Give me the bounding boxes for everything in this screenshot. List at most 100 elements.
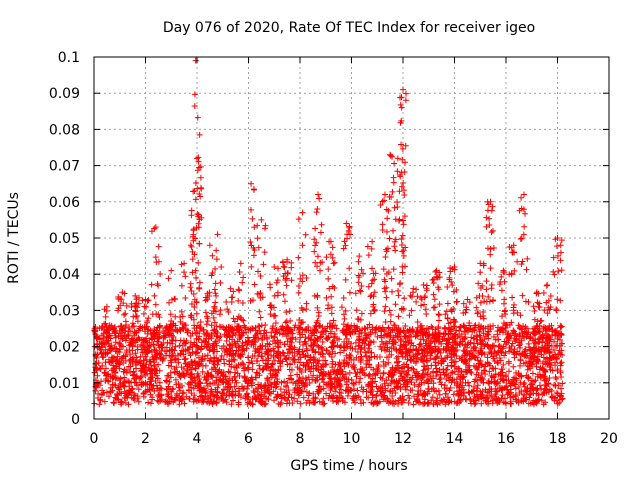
data-point <box>474 385 481 392</box>
data-point <box>370 338 377 345</box>
data-point <box>267 347 274 354</box>
data-point <box>514 258 521 265</box>
data-point <box>270 388 277 395</box>
data-point <box>296 317 303 323</box>
data-point <box>312 337 319 344</box>
data-point <box>466 382 473 389</box>
data-point <box>424 331 431 338</box>
data-point <box>217 307 224 314</box>
data-point <box>327 323 334 330</box>
data-point <box>299 326 306 333</box>
data-point <box>212 265 219 272</box>
data-point <box>236 372 243 379</box>
data-point <box>226 384 233 391</box>
data-point <box>359 339 366 346</box>
data-point <box>97 346 104 353</box>
data-point <box>450 316 457 323</box>
data-point <box>478 394 485 401</box>
data-point <box>341 357 348 364</box>
data-point <box>357 288 364 295</box>
data-point <box>301 383 308 390</box>
data-point <box>459 374 466 381</box>
data-point <box>307 343 314 350</box>
data-point <box>365 342 372 349</box>
data-point <box>239 383 246 390</box>
data-point <box>199 397 206 404</box>
data-point <box>330 317 337 324</box>
data-point <box>473 332 480 339</box>
data-point <box>102 365 109 372</box>
data-point <box>346 265 353 272</box>
data-point <box>388 193 395 200</box>
data-point <box>163 386 170 393</box>
data-point <box>269 361 276 368</box>
data-point <box>500 325 507 332</box>
data-point <box>498 287 505 294</box>
data-point <box>264 376 271 383</box>
data-point <box>195 220 202 227</box>
data-point <box>235 297 242 304</box>
data-point <box>444 284 451 291</box>
data-point <box>192 365 199 372</box>
data-point <box>354 387 361 394</box>
data-point <box>320 353 327 360</box>
data-point <box>300 394 307 401</box>
data-point <box>277 358 284 365</box>
data-point <box>418 296 425 303</box>
data-point <box>467 396 474 403</box>
data-point <box>232 369 239 376</box>
data-point <box>195 345 202 352</box>
data-point <box>482 371 489 378</box>
data-point <box>540 290 547 297</box>
data-point <box>425 325 432 332</box>
data-point <box>194 155 200 162</box>
data-point <box>554 296 561 303</box>
data-point <box>278 379 285 386</box>
data-point <box>166 378 173 385</box>
data-point <box>172 369 179 376</box>
data-point <box>537 318 544 325</box>
data-point <box>487 265 494 272</box>
data-point <box>286 354 293 361</box>
data-point <box>283 383 290 390</box>
data-point <box>533 385 539 392</box>
data-point <box>386 307 393 314</box>
data-point <box>515 371 522 378</box>
data-point <box>369 380 376 387</box>
data-point <box>328 310 335 317</box>
data-point <box>534 397 541 404</box>
data-point <box>334 375 341 382</box>
data-point <box>355 316 362 323</box>
data-point <box>334 367 341 374</box>
data-point <box>142 296 149 303</box>
data-point <box>374 353 381 360</box>
data-point <box>235 392 242 399</box>
data-point <box>355 336 362 343</box>
data-point <box>365 348 371 355</box>
data-point <box>490 297 497 304</box>
data-point <box>331 367 338 374</box>
data-point <box>257 273 264 280</box>
data-point <box>232 377 239 384</box>
data-point <box>188 207 195 214</box>
data-point <box>213 247 220 254</box>
data-point <box>538 317 545 324</box>
data-point <box>479 292 486 299</box>
data-point <box>347 327 354 334</box>
data-point <box>517 312 524 319</box>
data-point <box>147 327 154 334</box>
data-point <box>383 294 390 301</box>
data-point <box>178 282 185 289</box>
data-point <box>371 353 378 360</box>
data-point <box>457 396 464 403</box>
data-point <box>463 304 470 311</box>
data-point <box>129 385 136 392</box>
data-point <box>389 388 396 395</box>
data-point <box>400 397 407 404</box>
data-point <box>490 365 497 372</box>
data-point <box>308 365 315 372</box>
data-point <box>92 364 99 371</box>
data-point <box>273 326 280 333</box>
data-point <box>258 385 265 392</box>
data-point <box>400 306 407 313</box>
